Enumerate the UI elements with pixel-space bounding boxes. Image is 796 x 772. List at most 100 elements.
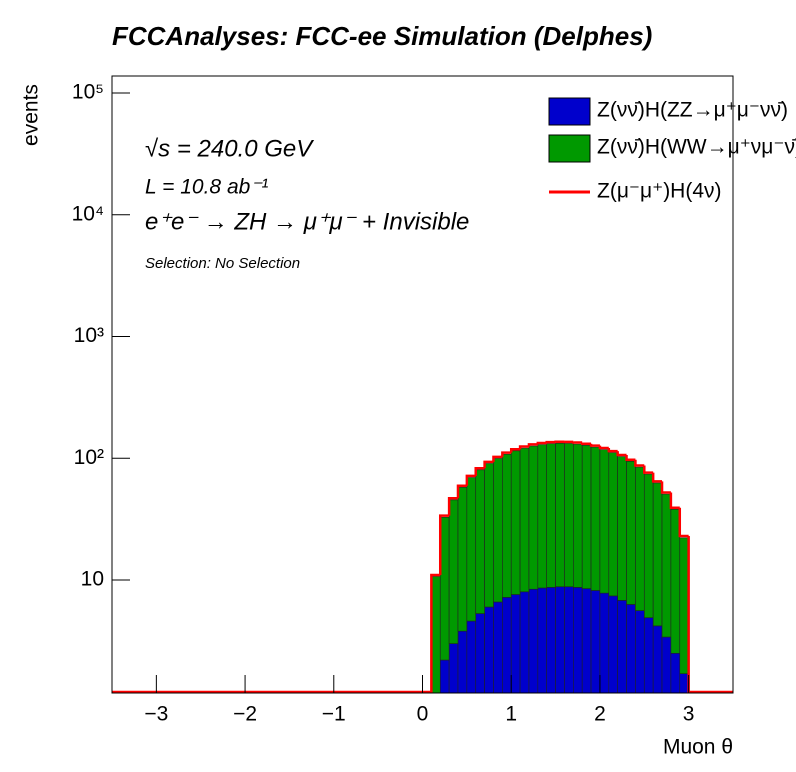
hist-bar: [484, 463, 494, 608]
y-tick-label: 10²: [74, 446, 104, 469]
hist-step: [651, 472, 663, 483]
legend-swatch: [548, 97, 591, 126]
y-tick-label: 10⁵: [72, 81, 104, 104]
hist-bar: [555, 586, 565, 694]
hist-bar: [448, 499, 459, 644]
x-tick-label: 0: [417, 703, 429, 726]
hist-bar: [502, 597, 512, 694]
hist-bar: [439, 659, 450, 694]
legend-label: Z(νν̄)H(WW→μ⁺νμ⁻ν̄): [597, 136, 796, 159]
legend-label: Z(νν̄)H(ZZ→μ⁺μ⁻νν̄): [597, 99, 788, 122]
annotation: e⁺e⁻ → ZH → μ⁺μ⁻ + Invisible: [145, 208, 469, 235]
hist-bar: [546, 587, 556, 694]
x-tick-label: −3: [144, 703, 168, 726]
hist-bar: [626, 604, 636, 694]
hist-bar: [581, 445, 592, 589]
hist-bar: [590, 446, 601, 591]
hist-step: [438, 514, 450, 575]
hist-step: [589, 443, 600, 447]
hist-step: [536, 441, 547, 445]
hist-bar: [510, 594, 521, 694]
hist-bar: [555, 442, 565, 588]
y-axis-label: events: [20, 84, 43, 146]
hist-step: [660, 481, 671, 494]
legend-swatch: [548, 134, 591, 163]
hist-bar: [457, 630, 468, 694]
x-tick-label: −2: [233, 703, 257, 726]
hist-step: [572, 441, 583, 444]
hist-bar: [608, 595, 618, 694]
hist-bar: [626, 460, 636, 605]
hist-step: [643, 465, 654, 474]
hist-step: [456, 484, 467, 499]
hist-step: [545, 440, 556, 444]
x-tick-label: 3: [683, 703, 695, 726]
hist-bar: [493, 458, 503, 603]
hist-bar: [448, 643, 459, 694]
hist-step: [501, 451, 512, 457]
hist-bar: [599, 592, 610, 694]
hist-bar: [466, 477, 477, 622]
hist-bar: [564, 586, 574, 694]
hist-step: [625, 454, 636, 461]
annotation: L = 10.8 ab⁻¹: [145, 176, 268, 199]
hist-step: [634, 459, 645, 467]
hist-bar: [652, 625, 663, 694]
hist-bar: [519, 447, 530, 593]
hist-bar: [599, 449, 610, 594]
x-tick-label: −1: [322, 703, 346, 726]
annotation: Selection: No Selection: [145, 255, 300, 272]
hist-step: [616, 451, 627, 457]
hist-step: [678, 507, 689, 538]
hist-bar: [564, 443, 574, 588]
hist-bar: [670, 508, 681, 654]
hist-bar: [635, 466, 645, 611]
hist-bar: [643, 473, 654, 619]
hist-bar: [635, 610, 645, 694]
hist-bar: [457, 487, 468, 632]
hist-step: [474, 467, 485, 476]
hist-bar: [617, 600, 627, 694]
hist-bar: [679, 673, 689, 694]
hist-bar: [608, 452, 618, 597]
hist-bar: [528, 445, 539, 590]
hist-bar: [617, 456, 627, 601]
hist-bar: [573, 443, 583, 588]
hist-bar: [652, 482, 663, 627]
y-tick-label: 10³: [74, 324, 104, 347]
hist-bar: [643, 617, 654, 694]
hist-bar: [573, 587, 583, 694]
hist-bar: [679, 537, 689, 674]
hist-step: [607, 448, 618, 453]
legend-label: Z(μ⁻μ⁺)H(4ν): [597, 180, 722, 203]
hist-bar: [537, 587, 547, 694]
hist-bar: [493, 601, 503, 694]
hist-step: [447, 497, 458, 516]
hist-step: [527, 443, 538, 447]
x-tick-label: 1: [505, 703, 517, 726]
hist-step: [465, 474, 476, 486]
hist-bar: [670, 653, 681, 694]
hist-bar: [439, 516, 450, 661]
hist-bar: [546, 443, 556, 588]
x-tick-label: 2: [594, 703, 606, 726]
hist-bar: [475, 613, 485, 694]
hist-bar: [661, 636, 672, 694]
hist-step: [483, 460, 494, 469]
chart-title: FCCAnalyses: FCC-ee Simulation (Delphes): [112, 21, 652, 51]
hist-bar: [519, 591, 530, 694]
hist-bar: [537, 444, 547, 589]
x-axis-label: Muon θ: [663, 736, 733, 759]
hist-step: [669, 492, 680, 510]
hist-bar: [484, 606, 494, 694]
hist-bar: [502, 453, 512, 598]
hist-step: [492, 455, 503, 462]
hist-bar: [466, 620, 477, 694]
hist-bar: [590, 590, 601, 694]
annotation: √s = 240.0 GeV: [145, 135, 314, 162]
hist-step: [509, 447, 521, 453]
hist-step: [580, 442, 592, 446]
hist-bar: [475, 469, 485, 614]
